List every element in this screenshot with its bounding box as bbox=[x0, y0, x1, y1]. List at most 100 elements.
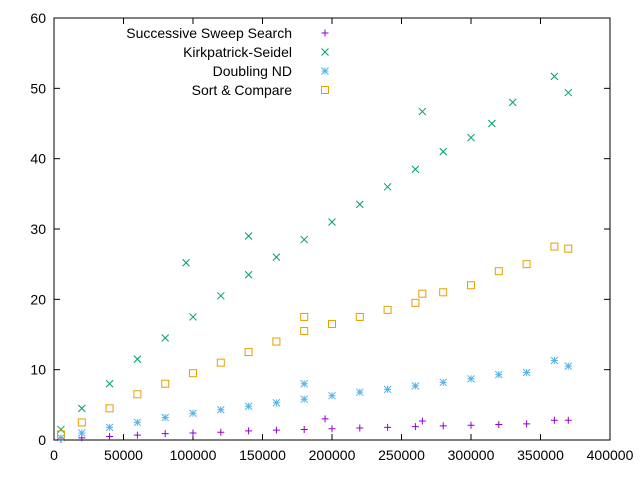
data-point bbox=[564, 362, 573, 371]
data-point bbox=[383, 305, 392, 314]
data-point bbox=[244, 348, 253, 357]
data-point bbox=[300, 235, 309, 244]
data-point bbox=[272, 398, 281, 407]
data-point bbox=[550, 416, 558, 424]
x-tick-label: 400000 bbox=[587, 447, 634, 463]
axis-ticks: 0 50000 100000 150000 200000 250000 300000 3500… bbox=[30, 10, 633, 463]
legend-label: Successive Sweep Search bbox=[126, 25, 292, 41]
data-point bbox=[550, 242, 559, 251]
data-point bbox=[467, 374, 475, 383]
legend-label: Doubling ND bbox=[213, 63, 292, 79]
data-point bbox=[56, 430, 65, 439]
data-point bbox=[564, 416, 572, 424]
data-point bbox=[182, 258, 190, 267]
data-point bbox=[355, 200, 364, 209]
data-point bbox=[411, 423, 419, 431]
data-point bbox=[245, 427, 253, 435]
data-point bbox=[495, 421, 503, 429]
y-tick-label: 50 bbox=[30, 80, 46, 96]
data-point bbox=[439, 288, 448, 297]
data-point bbox=[189, 409, 197, 418]
data-point bbox=[550, 356, 559, 365]
plot-frame bbox=[53, 17, 611, 441]
legend-label: Sort & Compare bbox=[192, 82, 293, 98]
data-point bbox=[418, 417, 426, 425]
data-point bbox=[244, 232, 253, 240]
data-point bbox=[105, 423, 114, 432]
data-point bbox=[272, 253, 281, 261]
data-point bbox=[133, 390, 142, 399]
data-point bbox=[411, 165, 420, 174]
x-tick-label: 350000 bbox=[517, 447, 564, 463]
data-point bbox=[300, 395, 309, 404]
legend-marker bbox=[321, 67, 329, 75]
x-tick-label: 200000 bbox=[309, 447, 356, 463]
series-doubling-nd bbox=[57, 356, 573, 442]
y-tick-label: 30 bbox=[30, 221, 46, 237]
legend-label: Kirkpatrick-Seidel bbox=[183, 44, 292, 60]
data-point bbox=[411, 298, 420, 307]
data-point bbox=[161, 413, 170, 422]
data-point bbox=[216, 291, 225, 300]
data-point bbox=[133, 418, 142, 427]
data-point bbox=[161, 334, 170, 342]
y-tick-label: 20 bbox=[30, 291, 46, 307]
data-point bbox=[564, 244, 573, 253]
data-point bbox=[300, 312, 309, 321]
data-point bbox=[384, 423, 392, 431]
y-tick-label: 60 bbox=[30, 10, 46, 26]
legend-marker bbox=[321, 29, 329, 37]
data-point bbox=[411, 381, 420, 390]
data-point bbox=[328, 319, 336, 328]
data-point bbox=[105, 404, 114, 413]
data-point bbox=[328, 425, 336, 433]
series-kirkpatrick-seidel bbox=[57, 72, 573, 434]
data-point bbox=[133, 431, 141, 439]
data-point bbox=[494, 370, 503, 379]
data-point bbox=[216, 405, 225, 414]
data-point bbox=[161, 430, 169, 438]
data-point bbox=[300, 425, 308, 433]
data-points bbox=[56, 72, 573, 443]
data-point bbox=[523, 420, 531, 428]
data-point bbox=[356, 424, 364, 432]
data-point bbox=[300, 379, 309, 388]
data-point bbox=[383, 182, 392, 191]
legend-marker bbox=[321, 86, 329, 94]
data-point bbox=[77, 404, 86, 413]
data-point bbox=[467, 281, 475, 290]
legend: Successive Sweep Search Kirkpatrick-Seide… bbox=[126, 25, 329, 98]
x-tick-label: 250000 bbox=[378, 447, 425, 463]
series-successive-sweep-search bbox=[57, 415, 572, 443]
data-point bbox=[189, 313, 197, 321]
y-tick-label: 40 bbox=[30, 151, 46, 167]
data-point bbox=[564, 88, 573, 97]
data-point bbox=[272, 426, 280, 434]
legend-marker bbox=[321, 48, 329, 56]
data-point bbox=[106, 432, 114, 440]
data-point bbox=[550, 72, 559, 81]
data-point bbox=[328, 218, 336, 226]
data-point bbox=[418, 107, 427, 116]
data-point bbox=[522, 368, 531, 377]
data-point bbox=[494, 267, 503, 276]
data-point bbox=[244, 402, 253, 411]
x-tick-label: 300000 bbox=[448, 447, 495, 463]
data-point bbox=[328, 391, 336, 400]
data-point bbox=[77, 429, 86, 437]
data-point bbox=[508, 98, 517, 107]
data-point bbox=[57, 425, 65, 434]
data-point bbox=[383, 385, 392, 394]
data-point bbox=[321, 415, 329, 423]
data-point bbox=[216, 358, 225, 367]
data-point bbox=[439, 378, 448, 387]
data-point bbox=[133, 355, 142, 363]
data-point bbox=[189, 369, 197, 378]
data-point bbox=[355, 312, 364, 321]
data-point bbox=[105, 379, 114, 388]
x-tick-label: 50000 bbox=[104, 447, 143, 463]
y-tick-label: 0 bbox=[38, 432, 46, 448]
data-point bbox=[189, 429, 197, 437]
x-tick-label: 150000 bbox=[239, 447, 286, 463]
